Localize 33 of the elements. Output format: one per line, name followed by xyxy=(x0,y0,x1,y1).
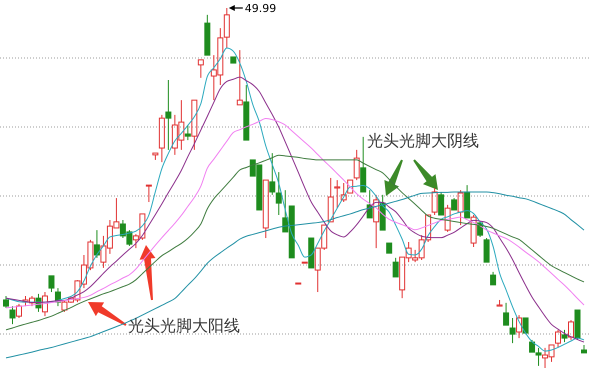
candlestick xyxy=(360,136,366,192)
candlestick xyxy=(243,84,250,141)
candlestick xyxy=(152,152,158,160)
candlestick xyxy=(198,59,204,78)
candlestick xyxy=(510,317,516,344)
candlestick xyxy=(464,184,470,218)
candlestick xyxy=(276,172,282,216)
candlestick xyxy=(184,124,191,141)
candlestick xyxy=(262,180,269,239)
candlestick xyxy=(224,8,230,48)
candlestick xyxy=(503,302,510,326)
candlestick xyxy=(94,230,100,258)
candlestick xyxy=(334,180,340,209)
candlestick xyxy=(516,314,522,339)
candlestick xyxy=(373,194,380,249)
candlestick xyxy=(9,306,16,325)
candlestick xyxy=(146,184,152,203)
candlestick xyxy=(269,152,276,196)
annotation: 光头光脚大阴线 xyxy=(367,131,479,150)
annotation: 49.99 xyxy=(244,2,276,15)
candlestick xyxy=(340,182,347,203)
candlestick xyxy=(191,100,198,150)
annotation: 光头光脚大阳线 xyxy=(128,316,240,335)
candlestick xyxy=(458,190,464,226)
candlestick xyxy=(354,149,360,181)
candlestick xyxy=(158,114,165,163)
candlestick xyxy=(581,344,587,354)
candlestick xyxy=(536,347,542,366)
candlestick xyxy=(328,177,334,222)
candlestick xyxy=(496,299,503,307)
candlestick xyxy=(204,14,210,56)
candlestick xyxy=(236,50,243,106)
candlestick xyxy=(165,80,172,150)
